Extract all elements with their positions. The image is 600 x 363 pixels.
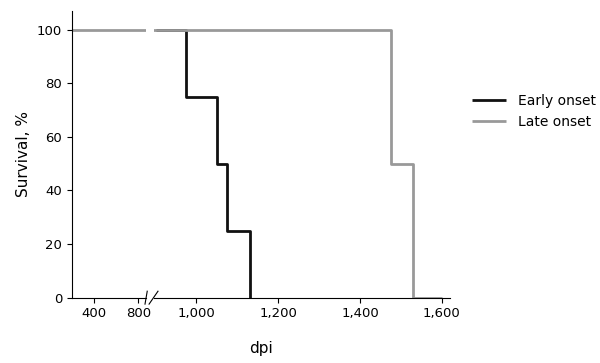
Late onset bbox=[438, 295, 445, 300]
Late onset bbox=[410, 162, 417, 166]
Early onset bbox=[224, 228, 231, 233]
Late onset bbox=[387, 28, 394, 32]
Early onset bbox=[182, 28, 190, 32]
Y-axis label: Survival, %: Survival, % bbox=[16, 111, 31, 197]
Early onset bbox=[246, 295, 253, 300]
Early onset bbox=[152, 28, 159, 32]
Line: Late onset: Late onset bbox=[0, 30, 442, 298]
Early onset bbox=[182, 94, 190, 99]
Text: dpi: dpi bbox=[249, 341, 273, 356]
Late onset bbox=[410, 295, 417, 300]
Early onset bbox=[224, 162, 231, 166]
Early onset bbox=[214, 94, 221, 99]
Early onset bbox=[246, 228, 253, 233]
Line: Early onset: Early onset bbox=[155, 30, 250, 298]
Late onset bbox=[387, 162, 394, 166]
Legend: Early onset, Late onset: Early onset, Late onset bbox=[472, 94, 596, 129]
Early onset bbox=[214, 162, 221, 166]
